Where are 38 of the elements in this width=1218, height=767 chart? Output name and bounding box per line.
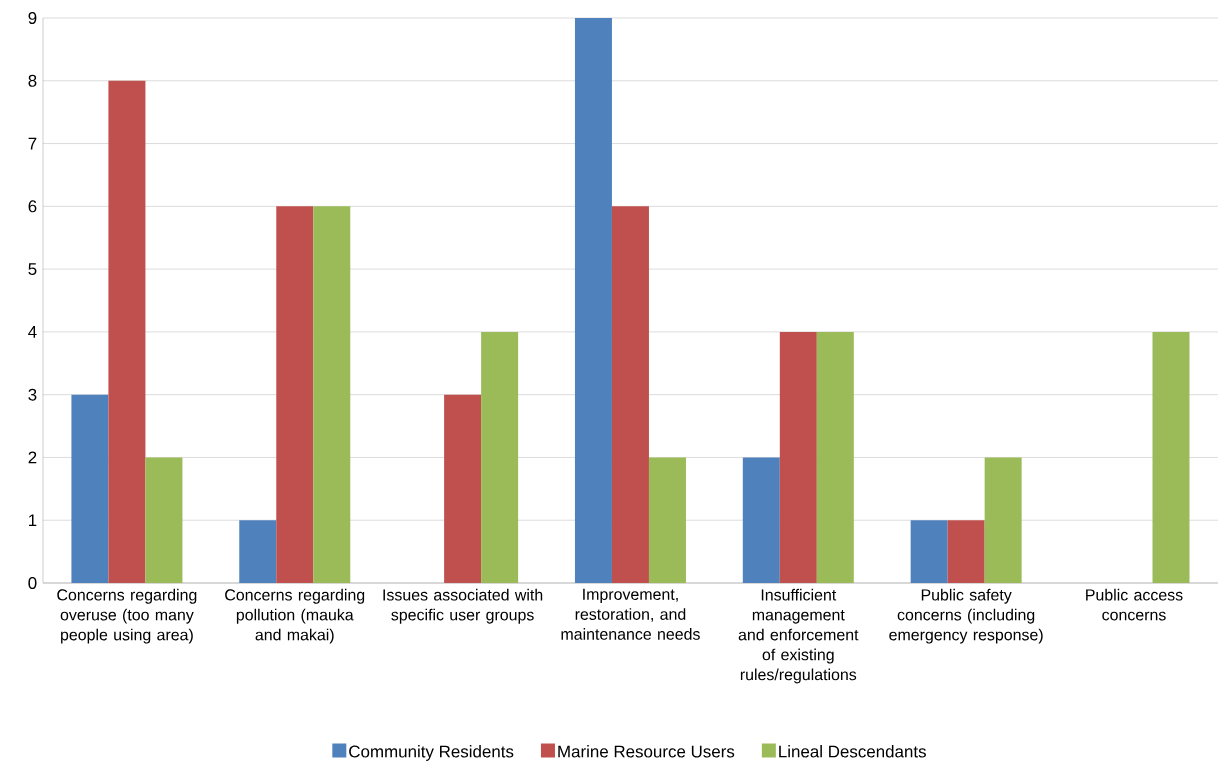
bar — [910, 520, 948, 583]
bar — [816, 331, 854, 583]
bar — [742, 457, 780, 583]
legend-label: Marine Resource Users — [558, 745, 735, 758]
bar — [444, 394, 482, 583]
x-tick-label: Public access concerns — [1086, 588, 1183, 621]
y-tick-label: 5 — [28, 263, 37, 276]
bar — [239, 520, 277, 583]
y-tick-label: 2 — [28, 451, 37, 464]
x-tick-label: Insufficient management and enforcement of existing rules/regulations — [738, 588, 859, 684]
bar — [574, 18, 612, 583]
bar — [276, 206, 314, 583]
y-tick-label: 1 — [29, 514, 37, 527]
x-tick-label: Improvement, restoration, and maintenance needs — [561, 588, 700, 640]
bar — [648, 457, 686, 583]
bar — [71, 394, 109, 583]
x-tick-label: Public safety concerns (including emergency response) — [889, 588, 1043, 644]
x-tick-label: Concerns regarding overuse (too many people using area) — [57, 588, 197, 644]
bar — [984, 457, 1022, 583]
y-tick-label: 0 — [28, 577, 37, 589]
y-tick-label: 4 — [28, 326, 37, 338]
y-tick-label: 9 — [28, 12, 37, 24]
bar — [313, 206, 351, 583]
bar — [145, 457, 183, 583]
x-tick-label: Issues associated with specific user groups — [383, 588, 543, 624]
bar — [481, 331, 519, 583]
x-tick-label: Concerns regarding pollution (mauka and makai) — [225, 588, 365, 644]
bar — [611, 206, 649, 583]
y-tick-label: 3 — [28, 388, 37, 401]
y-tick-label: 6 — [28, 200, 37, 213]
legend-label: Community Residents — [349, 745, 514, 761]
bar — [779, 331, 817, 583]
legend-label: Lineal Descendants — [779, 745, 926, 758]
y-tick-label: 8 — [28, 74, 37, 87]
bar — [108, 80, 146, 583]
bar — [947, 520, 985, 583]
bar — [1152, 331, 1190, 583]
y-tick-label: 7 — [28, 137, 37, 150]
